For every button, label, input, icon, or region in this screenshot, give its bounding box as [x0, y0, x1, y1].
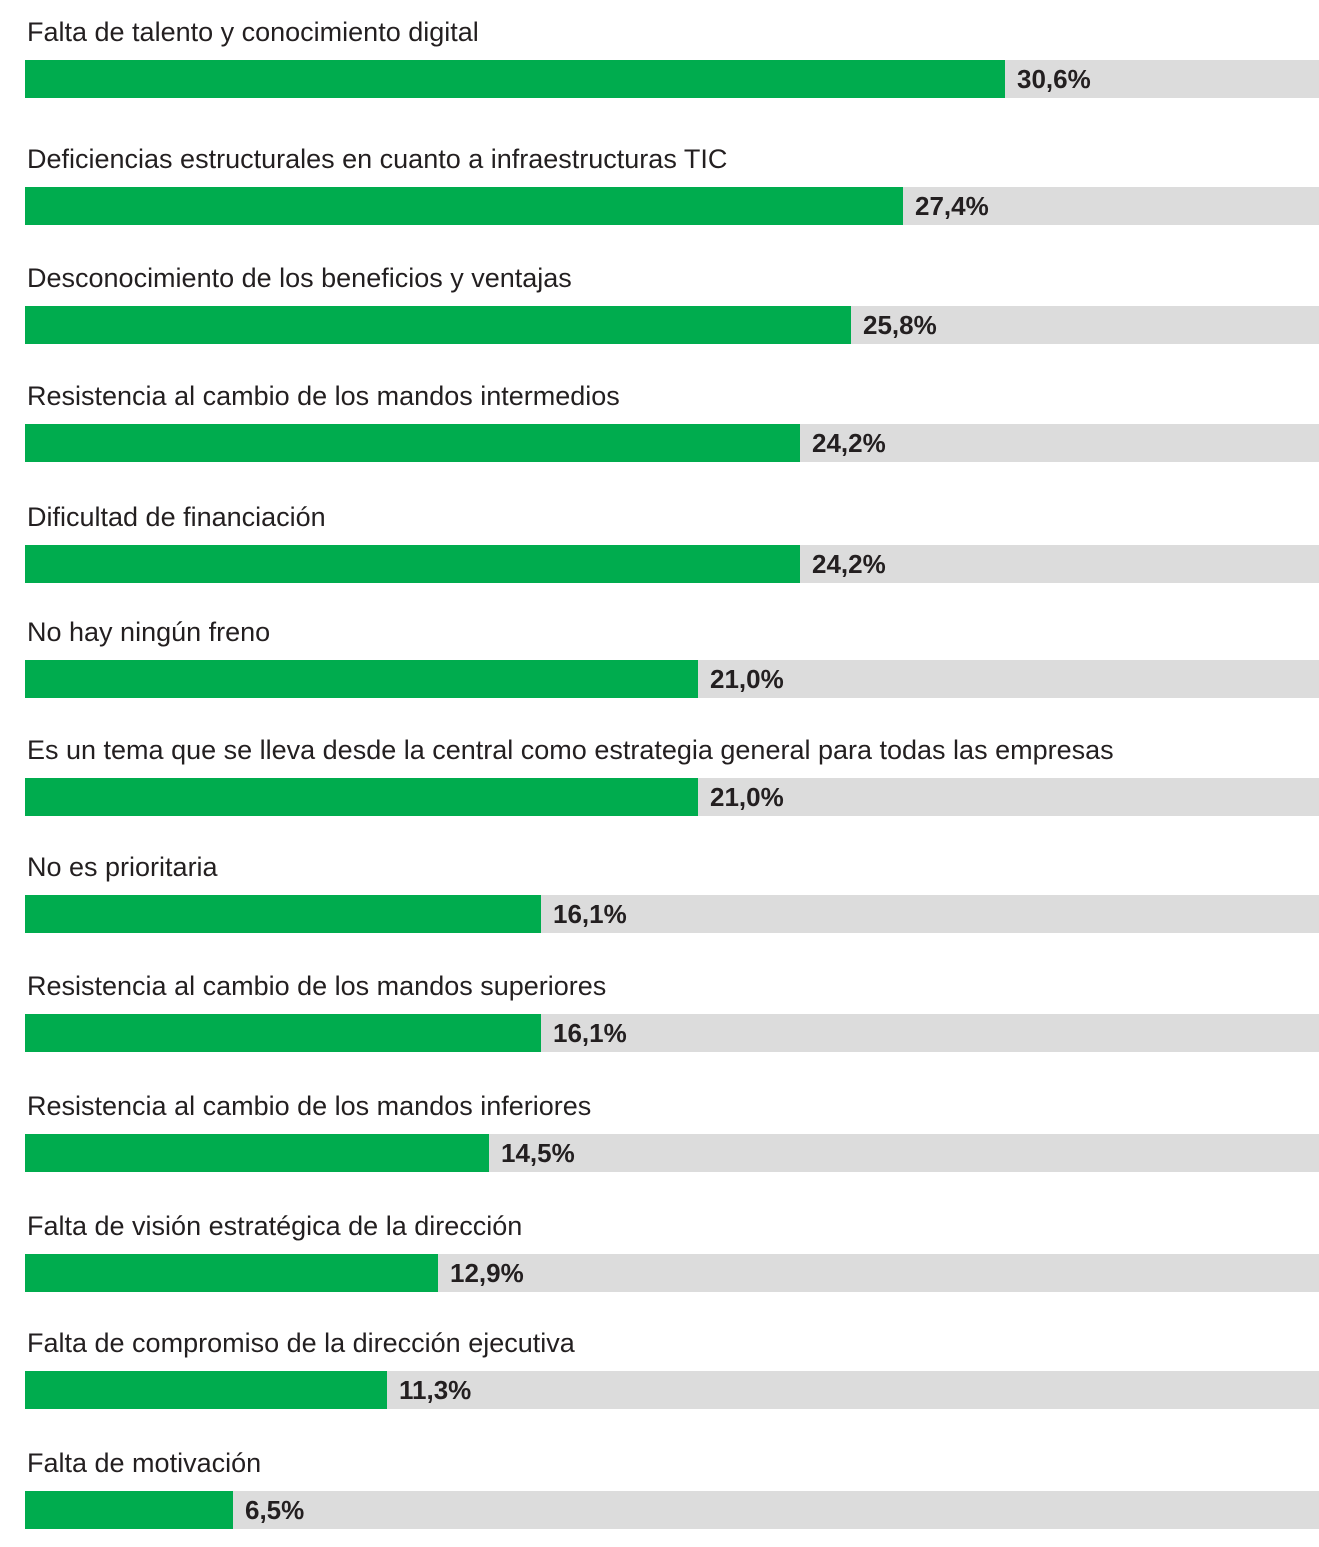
data-label: 6,5% — [245, 1495, 305, 1525]
category-label: Falta de motivación — [27, 1448, 262, 1478]
category-label: Dificultad de financiación — [27, 502, 326, 532]
bar-row: Desconocimiento de los beneficios y vent… — [0, 262, 1319, 362]
bar-track — [25, 424, 1319, 462]
data-label: 14,5% — [501, 1138, 575, 1168]
data-label: 30,6% — [1017, 64, 1091, 94]
category-label: Deficiencias estructurales en cuanto a i… — [27, 144, 728, 174]
bar-row: Falta de visión estratégica de la direcc… — [0, 1210, 1319, 1310]
bar-track — [25, 1134, 1319, 1172]
category-label: Desconocimiento de los beneficios y vent… — [27, 263, 572, 293]
bar-row: Es un tema que se lleva desde la central… — [0, 734, 1319, 834]
bar-track — [25, 60, 1319, 98]
bar — [25, 60, 1005, 98]
bar-track — [25, 895, 1319, 933]
bar — [25, 895, 541, 933]
bar-track — [25, 306, 1319, 344]
category-label: Falta de talento y conocimiento digital — [27, 17, 479, 47]
bar-row: Dificultad de financiación 24,2% — [0, 501, 1319, 601]
data-label: 12,9% — [450, 1258, 524, 1288]
bar-track — [25, 1371, 1319, 1409]
category-label: Resistencia al cambio de los mandos infe… — [27, 1091, 592, 1121]
data-label: 16,1% — [553, 899, 627, 929]
category-label: No hay ningún freno — [27, 617, 271, 647]
data-label: 11,3% — [399, 1375, 472, 1405]
bar — [25, 306, 851, 344]
bar — [25, 424, 800, 462]
bar-row: Deficiencias estructurales en cuanto a i… — [0, 143, 1319, 243]
bar-row: Resistencia al cambio de los mandos infe… — [0, 1090, 1319, 1190]
category-label: Resistencia al cambio de los mandos supe… — [27, 971, 607, 1001]
category-label: Falta de visión estratégica de la direcc… — [27, 1211, 523, 1241]
bar-row: No hay ningún freno 21,0% — [0, 616, 1319, 716]
bar-track — [25, 778, 1319, 816]
category-label: Resistencia al cambio de los mandos inte… — [27, 381, 620, 411]
bar-row: Falta de compromiso de la dirección ejec… — [0, 1327, 1319, 1427]
data-label: 24,2% — [812, 549, 886, 579]
bar-row: Falta de motivación 6,5% — [0, 1447, 1319, 1547]
bar — [25, 1134, 489, 1172]
bar-track — [25, 1491, 1319, 1529]
bar-row: Resistencia al cambio de los mandos supe… — [0, 970, 1319, 1070]
bar — [25, 545, 800, 583]
bar — [25, 778, 698, 816]
bar-track — [25, 660, 1319, 698]
data-label: 25,8% — [863, 310, 937, 340]
data-label: 24,2% — [812, 428, 886, 458]
bar-row: No es prioritaria 16,1% — [0, 851, 1319, 951]
bar — [25, 660, 698, 698]
bar — [25, 1014, 541, 1052]
bar-row: Falta de talento y conocimiento digital 3… — [0, 16, 1319, 116]
bar — [25, 1371, 387, 1409]
category-label: No es prioritaria — [27, 852, 218, 882]
data-label: 16,1% — [553, 1018, 627, 1048]
bar-track — [25, 1014, 1319, 1052]
data-label: 27,4% — [915, 191, 989, 221]
category-label: Es un tema que se lleva desde la central… — [27, 735, 1114, 765]
bar — [25, 1254, 438, 1292]
bar-track — [25, 1254, 1319, 1292]
bar-track — [25, 187, 1319, 225]
data-label: 21,0% — [710, 782, 784, 812]
bar — [25, 187, 903, 225]
bar-row: Resistencia al cambio de los mandos inte… — [0, 380, 1319, 480]
bar — [25, 1491, 233, 1529]
data-label: 21,0% — [710, 664, 784, 694]
bar-track — [25, 545, 1319, 583]
category-label: Falta de compromiso de la dirección ejec… — [27, 1328, 575, 1358]
